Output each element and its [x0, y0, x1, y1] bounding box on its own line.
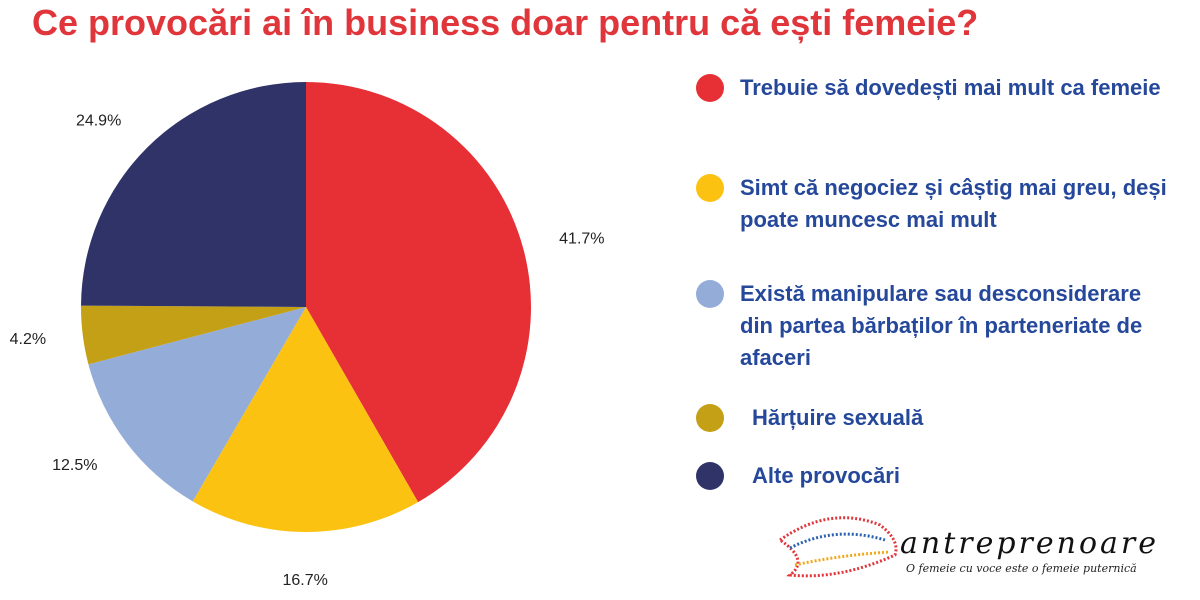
value-label: 4.2% [10, 331, 46, 348]
legend-label: Există manipulare sau desconsiderare din… [740, 281, 1143, 370]
legend-marker [696, 280, 724, 308]
value-label: 41.7% [559, 231, 604, 248]
legend-label: Hărțuire sexuală [752, 405, 924, 430]
legend-marker [696, 174, 724, 202]
legend-label: Trebuie să dovedești mai mult ca femeie [740, 75, 1161, 100]
logo-tagline: O femeie cu voce este o femeie puternică [906, 562, 1137, 575]
chart-title: Ce provocări ai în business doar pentru … [32, 2, 979, 43]
logo-icon [777, 516, 898, 578]
legend-marker [696, 74, 724, 102]
pie-slice [192, 307, 419, 533]
pie-slice [81, 305, 306, 365]
value-label: 16.7% [282, 572, 327, 589]
legend-label: Simt că negociez și câștig mai greu, deș… [740, 175, 1167, 232]
logo-name: antreprenoare [900, 526, 1160, 561]
value-label: 12.5% [52, 457, 97, 474]
legend-label: Alte provocări [752, 463, 900, 488]
legend-marker [696, 404, 724, 432]
value-label: 24.9% [76, 112, 121, 129]
pie-slice [81, 82, 306, 307]
pie-slice [88, 307, 306, 502]
pie-slice [306, 82, 532, 503]
legend-marker [696, 462, 724, 490]
